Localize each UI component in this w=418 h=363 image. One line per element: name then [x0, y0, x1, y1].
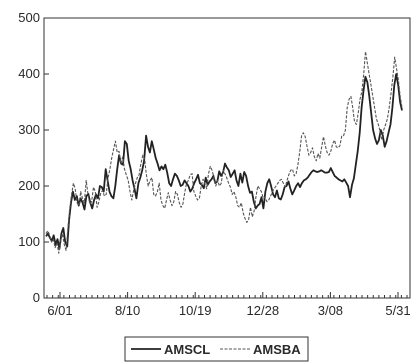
legend-label-amscl: AMSCL — [164, 342, 210, 357]
series-line-amsba — [45, 51, 403, 254]
x-tick-label: 10/19 — [179, 303, 212, 318]
y-tick-label: 100 — [18, 234, 40, 249]
y-tick-label: 200 — [18, 178, 40, 193]
series-line-amscl — [45, 73, 403, 250]
x-tick-label: 6/01 — [47, 303, 72, 318]
x-tick-label: 3/08 — [318, 303, 343, 318]
x-tick-label: 5/31 — [385, 303, 410, 318]
y-tick-label: 0 — [33, 290, 40, 305]
y-tick-label: 300 — [18, 122, 40, 137]
x-tick-label: 8/10 — [115, 303, 140, 318]
legend: AMSCL AMSBA — [124, 336, 309, 362]
y-tick-label: 500 — [18, 10, 40, 25]
y-tick-label: 400 — [18, 66, 40, 81]
x-tick-label: 12/28 — [247, 303, 280, 318]
legend-label-amsba: AMSBA — [253, 342, 301, 357]
series-layer — [45, 51, 403, 254]
axes: 0 100 200 300 400 500 6/01 8/10 10/19 12/28 3/08 5/… — [18, 10, 410, 318]
plot-frame — [43, 17, 411, 299]
